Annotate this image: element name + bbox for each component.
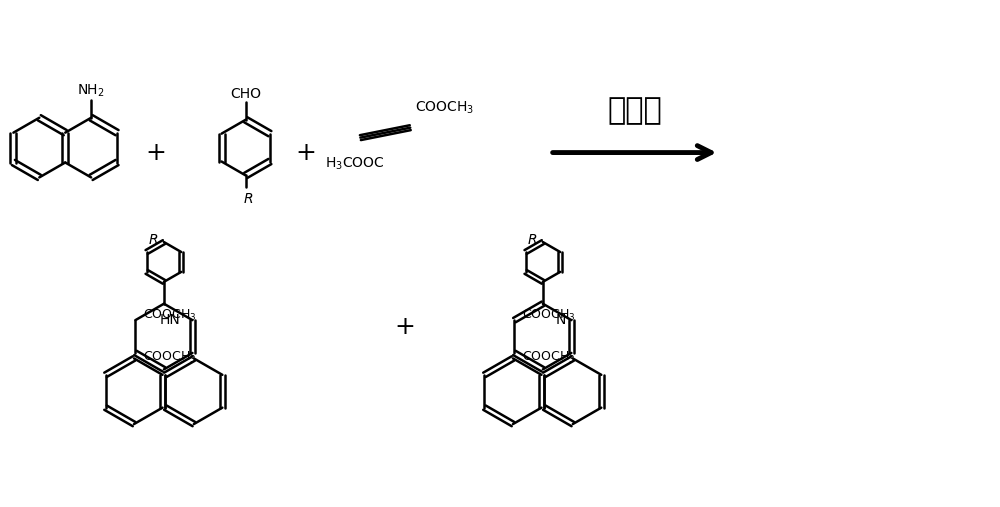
Text: COOCH$_3$: COOCH$_3$: [143, 350, 197, 366]
Text: R: R: [528, 233, 537, 247]
Text: R: R: [149, 233, 158, 247]
Text: H$_3$COOC: H$_3$COOC: [325, 156, 385, 172]
Text: NH$_2$: NH$_2$: [77, 83, 105, 99]
Text: R: R: [244, 192, 254, 206]
Text: COOCH$_3$: COOCH$_3$: [522, 308, 576, 323]
Text: +: +: [146, 140, 166, 165]
Text: 催化剂: 催化剂: [607, 96, 662, 125]
Text: COOCH$_3$: COOCH$_3$: [522, 350, 576, 366]
Text: COOCH$_3$: COOCH$_3$: [415, 99, 474, 116]
Text: CHO: CHO: [230, 87, 261, 101]
Text: HN: HN: [160, 313, 180, 327]
Text: COOCH$_3$: COOCH$_3$: [143, 308, 197, 323]
Text: +: +: [395, 315, 416, 339]
Text: +: +: [295, 140, 316, 165]
Text: N: N: [556, 313, 566, 327]
